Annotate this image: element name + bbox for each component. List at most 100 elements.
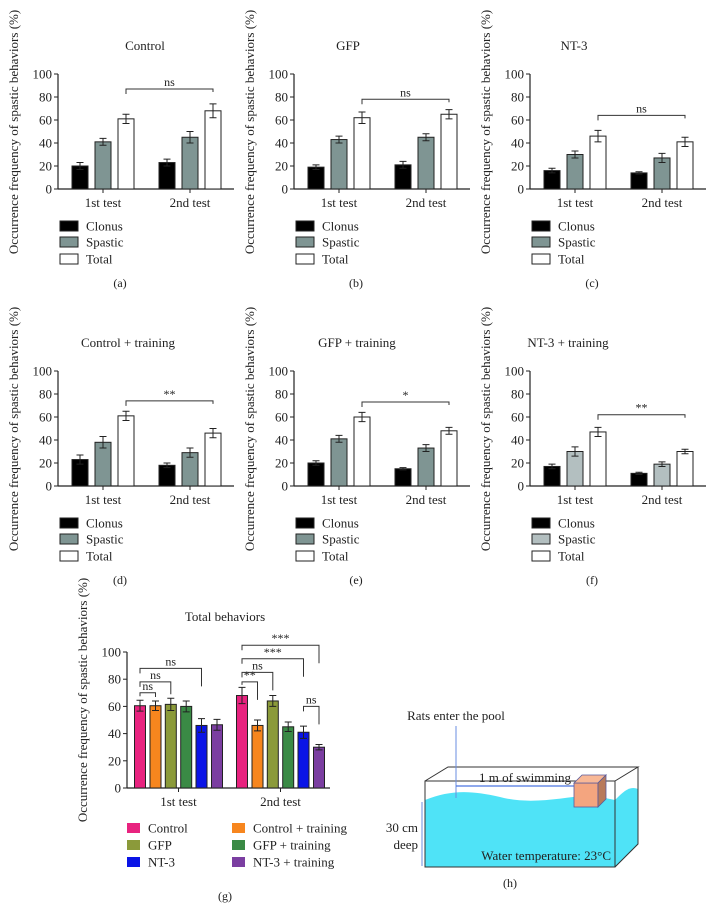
error-bar bbox=[335, 135, 343, 144]
bar-gfp-training bbox=[282, 726, 295, 789]
bar-clonus bbox=[307, 462, 325, 487]
platform-front bbox=[573, 782, 599, 808]
y-tick-label: 0 bbox=[282, 182, 289, 197]
x-tick-label: 1st test bbox=[321, 195, 358, 210]
y-tick-label: 80 bbox=[275, 387, 288, 402]
y-axis-label: Occurrence frequency of spastic behavior… bbox=[478, 307, 493, 551]
legend-swatch bbox=[127, 840, 140, 850]
y-tick-label: 100 bbox=[33, 67, 53, 82]
significance-label: * bbox=[403, 388, 409, 402]
legend-swatch bbox=[59, 550, 79, 562]
error-bar bbox=[152, 700, 159, 711]
entry-label: Rats enter the pool bbox=[407, 708, 505, 723]
x-tick-label: 1st test bbox=[557, 492, 594, 507]
legend-swatch bbox=[295, 220, 315, 232]
x-tick-label: 2nd test bbox=[642, 492, 683, 507]
y-tick-label: 20 bbox=[108, 753, 121, 768]
y-tick-label: 80 bbox=[511, 387, 524, 402]
y-tick-label: 0 bbox=[115, 781, 122, 796]
legend-label: Total bbox=[322, 252, 349, 267]
y-axis-label: Occurrence frequency of spastic behavior… bbox=[75, 578, 90, 822]
bar-total bbox=[589, 431, 607, 487]
error-bar bbox=[99, 436, 107, 449]
depth-label-1: 30 cm bbox=[386, 820, 418, 835]
legend-swatch bbox=[232, 823, 245, 833]
chart-title: NT-3 + training bbox=[527, 335, 609, 350]
error-bar bbox=[594, 426, 602, 438]
bar-nt-3-training bbox=[211, 724, 223, 789]
legend-swatch bbox=[531, 220, 551, 232]
x-tick-label: 2nd test bbox=[170, 492, 211, 507]
y-tick-label: 0 bbox=[282, 479, 289, 494]
error-bar bbox=[76, 162, 84, 170]
y-tick-label: 60 bbox=[39, 410, 52, 425]
error-bar bbox=[681, 136, 689, 147]
bar-gfp bbox=[266, 700, 279, 789]
chart-panel-b: GFP Occurrence frequency of spastic behav… bbox=[242, 10, 470, 290]
y-axis-label: Occurrence frequency of spastic behavior… bbox=[478, 10, 493, 254]
x-tick-label: 1st test bbox=[557, 195, 594, 210]
error-bar bbox=[312, 460, 320, 466]
y-tick-label: 100 bbox=[102, 645, 122, 660]
significance-bracket bbox=[139, 667, 202, 687]
bar-gfp bbox=[164, 703, 177, 789]
chart-panel-e: GFP + training Occurrence frequency of sp… bbox=[242, 307, 470, 587]
panel-label: (d) bbox=[113, 573, 127, 587]
significance-label: ** bbox=[244, 668, 256, 682]
bar-clonus bbox=[543, 465, 561, 487]
bar-spastic bbox=[566, 154, 584, 190]
error-bar bbox=[445, 109, 453, 120]
legend-label: Spastic bbox=[86, 235, 124, 250]
panel-label: (e) bbox=[349, 573, 362, 587]
legend-label: Spastic bbox=[86, 532, 124, 547]
distance-label: 1 m of swimming bbox=[479, 770, 572, 785]
significance-bracket bbox=[241, 671, 274, 691]
bar-spastic bbox=[417, 136, 435, 190]
legend-label: GFP bbox=[148, 838, 172, 853]
bar-control-training bbox=[251, 724, 264, 789]
error-bar bbox=[198, 718, 205, 733]
significance-bracket bbox=[361, 401, 450, 408]
legend-swatch bbox=[295, 253, 315, 265]
error-bar bbox=[254, 719, 261, 732]
y-axis-label: Occurrence frequency of spastic behavior… bbox=[6, 10, 21, 254]
y-tick-label: 40 bbox=[511, 433, 524, 448]
legend-swatch bbox=[232, 840, 245, 850]
legend-label: Spastic bbox=[322, 532, 360, 547]
error-bar bbox=[284, 721, 292, 733]
significance-label: ns bbox=[400, 85, 411, 99]
x-tick-label: 2nd test bbox=[170, 195, 211, 210]
legend-label: Control bbox=[148, 821, 188, 836]
bar-total bbox=[589, 135, 607, 190]
significance-bracket bbox=[361, 98, 450, 105]
y-tick-label: 60 bbox=[275, 410, 288, 425]
chart-title: GFP + training bbox=[318, 335, 396, 350]
platform-side bbox=[597, 774, 607, 808]
y-tick-label: 40 bbox=[39, 136, 52, 151]
y-tick-label: 20 bbox=[511, 456, 524, 471]
error-bar bbox=[681, 448, 689, 455]
y-tick-label: 60 bbox=[511, 410, 524, 425]
chart-panel-d: Control + training Occurrence frequency o… bbox=[6, 307, 234, 587]
panel-label: (a) bbox=[113, 276, 126, 290]
panel-label: (g) bbox=[218, 889, 232, 903]
error-bar bbox=[658, 461, 666, 467]
legend-swatch bbox=[531, 533, 551, 545]
significance-bracket bbox=[139, 681, 172, 695]
chart-title: Total behaviors bbox=[185, 609, 265, 624]
chart-panel-f: NT-3 + training Occurrence frequency of s… bbox=[478, 307, 706, 587]
bar-total bbox=[117, 118, 135, 190]
bar-spastic bbox=[94, 141, 112, 190]
error-bar bbox=[422, 444, 430, 452]
significance-bracket bbox=[303, 705, 320, 725]
legend-swatch bbox=[295, 533, 315, 545]
legend-label: Clonus bbox=[86, 516, 123, 531]
legend-swatch bbox=[295, 550, 315, 562]
legend-label: NT-3 bbox=[148, 855, 175, 870]
error-bar bbox=[571, 446, 579, 457]
legend-swatch bbox=[127, 823, 140, 833]
legend-label: Total bbox=[86, 549, 113, 564]
bar-spastic bbox=[653, 463, 671, 487]
y-tick-label: 60 bbox=[39, 113, 52, 128]
